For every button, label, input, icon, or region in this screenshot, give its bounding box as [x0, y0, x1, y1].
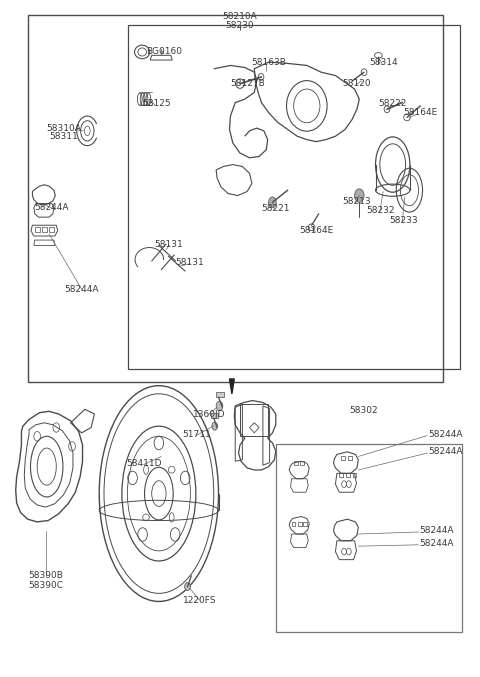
Text: 58302: 58302: [350, 406, 378, 415]
Text: 58131: 58131: [154, 240, 183, 248]
Bar: [291, 522, 295, 526]
Circle shape: [269, 197, 276, 208]
Text: 58244A: 58244A: [34, 203, 69, 212]
Circle shape: [185, 583, 191, 590]
Bar: [348, 456, 352, 460]
Bar: [128, 25, 459, 369]
Bar: [303, 522, 307, 526]
Text: 58244A: 58244A: [429, 447, 463, 456]
Text: 58314: 58314: [369, 58, 397, 66]
Bar: [49, 227, 54, 232]
Text: 58210A: 58210A: [223, 12, 257, 21]
Bar: [42, 227, 47, 232]
Bar: [300, 461, 304, 465]
Text: 58390C: 58390C: [28, 581, 63, 590]
Text: 58311: 58311: [49, 133, 78, 141]
Text: 51711: 51711: [183, 430, 211, 439]
Bar: [211, 414, 218, 418]
Bar: [35, 227, 39, 232]
Text: 58221: 58221: [262, 204, 290, 213]
Text: 58233: 58233: [389, 216, 418, 225]
Text: 58232: 58232: [367, 206, 395, 215]
Bar: [240, 404, 268, 436]
Text: 58244A: 58244A: [420, 526, 454, 535]
Bar: [339, 473, 343, 477]
Text: 58164E: 58164E: [299, 226, 334, 235]
Text: 58310A: 58310A: [46, 124, 81, 133]
Bar: [294, 461, 298, 465]
Bar: [276, 443, 462, 632]
Circle shape: [216, 401, 223, 411]
Text: 58131: 58131: [176, 258, 204, 267]
Text: BG0160: BG0160: [145, 47, 181, 56]
Bar: [346, 473, 350, 477]
Bar: [341, 456, 345, 460]
Bar: [216, 392, 224, 397]
Bar: [353, 473, 357, 477]
Text: 58390B: 58390B: [28, 571, 63, 580]
Text: 58213: 58213: [343, 197, 371, 206]
Circle shape: [355, 189, 364, 202]
Text: 1220FS: 1220FS: [183, 596, 216, 605]
Text: 58244A: 58244A: [64, 285, 99, 294]
Text: 58244A: 58244A: [429, 430, 463, 439]
Circle shape: [212, 422, 217, 430]
Text: 58230: 58230: [226, 21, 254, 30]
Text: 58411D: 58411D: [126, 459, 161, 468]
Text: 58164E: 58164E: [403, 108, 437, 117]
Polygon shape: [229, 379, 234, 394]
Text: 58127B: 58127B: [230, 79, 264, 88]
Bar: [28, 15, 443, 383]
Text: 58244A: 58244A: [420, 539, 454, 548]
Text: 1360JD: 1360JD: [193, 410, 225, 418]
Text: 58163B: 58163B: [251, 58, 286, 66]
Text: 58125: 58125: [142, 100, 171, 108]
Text: 58222: 58222: [379, 100, 407, 108]
Text: 58120: 58120: [343, 79, 371, 88]
Bar: [298, 522, 301, 526]
